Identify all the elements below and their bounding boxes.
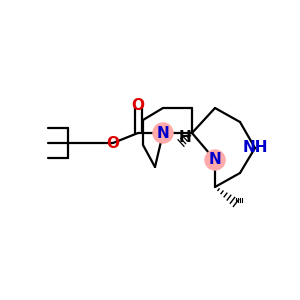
- Text: H: H: [178, 130, 191, 146]
- Text: NH: NH: [242, 140, 268, 155]
- Text: O: O: [131, 98, 145, 113]
- Text: N: N: [208, 152, 221, 167]
- Text: N: N: [157, 125, 169, 140]
- Text: O: O: [106, 136, 119, 151]
- Circle shape: [153, 123, 173, 143]
- Circle shape: [205, 150, 225, 170]
